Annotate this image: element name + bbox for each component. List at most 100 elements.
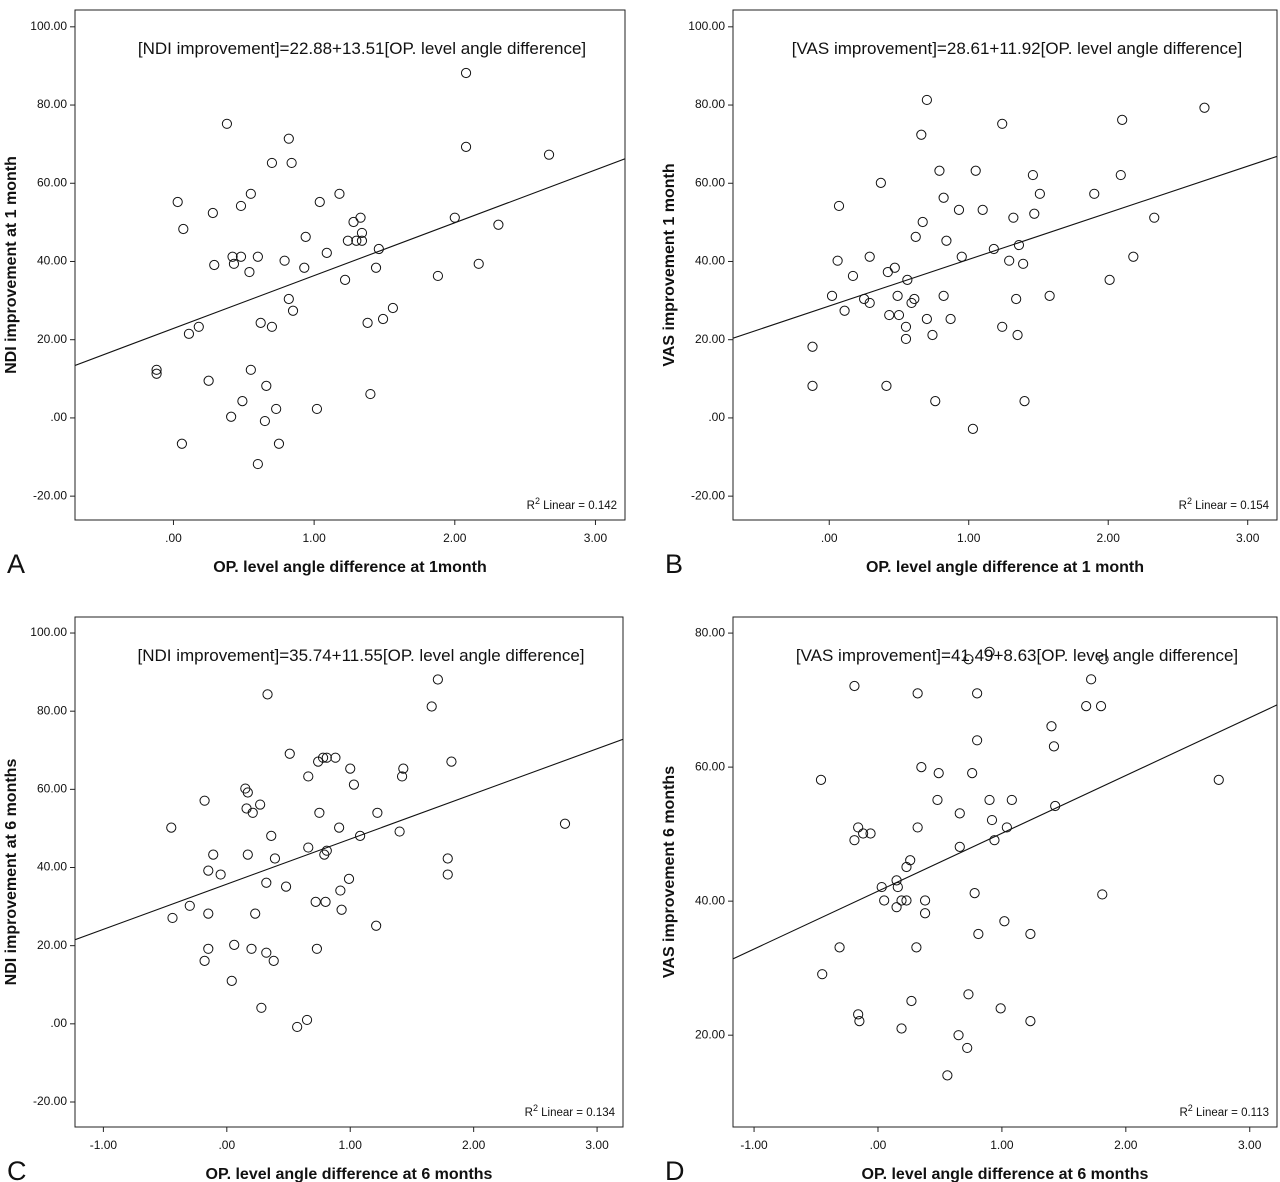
data-point [853, 1009, 864, 1020]
data-point [235, 200, 247, 212]
data-point [228, 258, 240, 269]
data-point [348, 216, 359, 228]
x-axis-label: OP. level angle difference at 1 month [866, 559, 1144, 576]
data-point [901, 861, 912, 873]
data-point [953, 204, 965, 215]
x-tick-label: .00 [821, 531, 838, 545]
data-point [889, 262, 900, 273]
data-point [942, 1070, 953, 1081]
data-point [199, 955, 210, 967]
data-point [879, 895, 890, 906]
x-tick-label: -1.00 [740, 1138, 768, 1152]
x-tick-label: 3.00 [1236, 531, 1260, 545]
data-point [956, 251, 967, 262]
data-point [301, 1014, 313, 1026]
data-point [303, 771, 314, 782]
data-point [901, 895, 912, 906]
data-point [934, 165, 945, 176]
data-point [876, 881, 887, 893]
data-point [370, 262, 382, 273]
data-point [1034, 188, 1045, 199]
y-tick-label: 100.00 [688, 19, 725, 33]
data-point [261, 380, 272, 391]
data-point [1086, 674, 1097, 685]
data-point [303, 842, 314, 853]
data-point [261, 877, 272, 888]
data-point [184, 900, 195, 911]
r-power: 2 [533, 1103, 538, 1113]
data-point [839, 305, 850, 316]
data-point [859, 293, 870, 305]
data-point [815, 774, 827, 785]
data-point [339, 274, 351, 285]
panel-letter: B [665, 549, 683, 579]
data-point [377, 313, 389, 325]
data-point [215, 869, 226, 880]
data-point [896, 895, 907, 906]
data-point [905, 855, 916, 866]
data-point [255, 317, 266, 328]
data-point [273, 438, 285, 449]
data-point [473, 258, 484, 269]
data-point [1001, 822, 1012, 833]
fit-line [75, 158, 625, 366]
data-point [1008, 212, 1019, 223]
data-point [283, 133, 294, 144]
y-tick-label: 60.00 [37, 175, 67, 189]
data-point [355, 830, 366, 841]
data-point [892, 290, 903, 301]
data-point [266, 830, 277, 841]
data-point [989, 835, 1000, 846]
data-point [921, 313, 932, 325]
y-tick-label: 20.00 [695, 332, 725, 346]
x-tick-label: -1.00 [90, 1138, 118, 1152]
data-point [891, 875, 902, 886]
data-point [543, 149, 555, 160]
data-point [271, 403, 282, 415]
y-tick-label: 40.00 [695, 893, 725, 907]
y-tick-label: 60.00 [37, 782, 67, 796]
data-point [250, 908, 261, 919]
panel: -20.00 .00 20.00 40.00 60.00 80.00 100.00 -1.00… [3, 616, 624, 1182]
data-point [941, 235, 952, 246]
data-point [1048, 741, 1060, 752]
r-squared: R2 Linear = 0.142 [527, 496, 617, 512]
data-point [493, 219, 504, 230]
y-tick-label: 100.00 [30, 625, 67, 639]
data-point [881, 380, 892, 391]
y-tick-label: 20.00 [695, 1027, 725, 1041]
data-point [343, 873, 355, 884]
data-point [1104, 274, 1115, 285]
fit-equation: [NDI improvement]=35.74+11.55[OP. level … [138, 646, 585, 665]
panel: 20.00 40.00 60.00 80.00 -1.00 .00 1.00 2.00 3.00… [661, 616, 1278, 1182]
data-point [849, 835, 860, 846]
data-point [1025, 1016, 1036, 1027]
y-tick-label: 20.00 [37, 332, 67, 346]
panel: -20.00 .00 20.00 40.00 60.00 80.00 100.00 .00 1.… [661, 9, 1278, 579]
r-text: Linear = 0.134 [538, 1107, 616, 1119]
data-point [967, 423, 979, 434]
data-point [1046, 721, 1057, 732]
data-point [1013, 239, 1025, 251]
x-tick-label: 1.00 [990, 1138, 1014, 1152]
data-point [972, 735, 983, 746]
x-tick-label: 3.00 [584, 531, 608, 545]
data-point [864, 251, 875, 262]
x-tick-label: 2.00 [1114, 1138, 1138, 1152]
data-point [261, 947, 272, 958]
x-tick-label: 2.00 [1097, 531, 1121, 545]
y-tick-label: 60.00 [695, 759, 725, 773]
data-point [221, 118, 233, 129]
data-point [176, 438, 188, 449]
data-point [893, 309, 905, 321]
data-point [321, 752, 332, 763]
x-tick-label: 3.00 [585, 1138, 609, 1152]
data-point [954, 808, 965, 819]
data-point [387, 302, 399, 314]
data-point [817, 969, 828, 980]
data-point [373, 243, 384, 255]
data-point [849, 680, 860, 692]
data-point [912, 822, 923, 833]
panel-letter: D [665, 1156, 685, 1182]
